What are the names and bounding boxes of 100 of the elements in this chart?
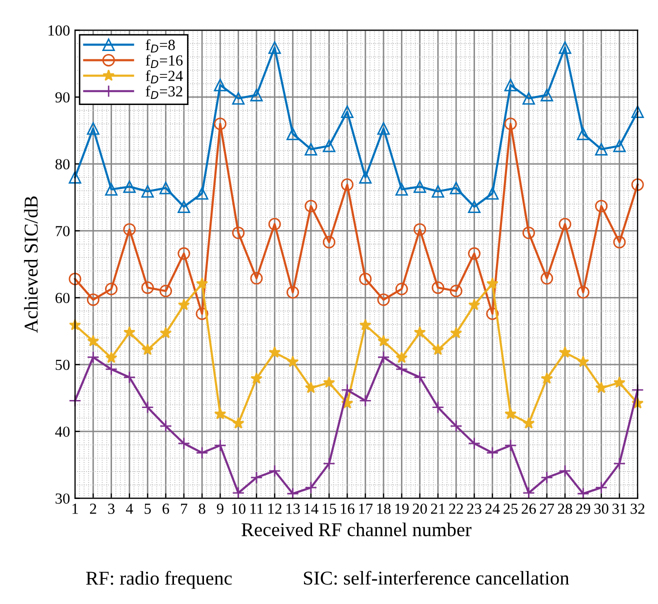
point (268, 218, 281, 230)
point (486, 446, 499, 460)
point (432, 185, 444, 198)
point (559, 346, 571, 358)
point (214, 78, 226, 92)
point (323, 376, 336, 388)
point (86, 350, 100, 364)
point (160, 284, 172, 298)
x-tick-label: 23 (467, 504, 482, 514)
point (577, 356, 590, 368)
point (322, 140, 336, 152)
x-tick-label: 8 (198, 504, 206, 514)
x-tick-label: 2 (90, 504, 96, 514)
point (359, 171, 372, 184)
point (595, 382, 608, 394)
point (468, 298, 480, 310)
x-tick-label: 3 (108, 504, 115, 514)
point (178, 200, 190, 213)
point (178, 247, 190, 260)
x-axis-title: Received RF channel number (242, 522, 472, 536)
point (395, 362, 408, 376)
point (613, 376, 626, 388)
point (123, 326, 136, 338)
point (286, 356, 299, 368)
point (268, 346, 281, 358)
point (486, 277, 498, 289)
x-tick-label: 16 (340, 504, 354, 514)
x-tick-label: 32 (630, 504, 644, 514)
x-tick-label: 22 (449, 504, 463, 514)
point (468, 247, 481, 260)
point (304, 382, 317, 394)
point (377, 350, 390, 364)
point (631, 106, 644, 118)
point (304, 142, 318, 156)
x-tick-label: 18 (377, 504, 391, 514)
point (340, 384, 354, 396)
point (68, 272, 82, 286)
point (414, 326, 426, 338)
point (631, 178, 644, 191)
point (268, 464, 281, 478)
point (395, 282, 408, 296)
point (123, 371, 136, 384)
y-tick-label: 50 (56, 360, 70, 370)
point (214, 118, 226, 130)
point (68, 171, 82, 184)
point (141, 401, 154, 414)
point (105, 352, 118, 364)
point (196, 446, 208, 460)
point (359, 318, 372, 330)
point (377, 122, 390, 135)
y-tick-label: 70 (56, 226, 70, 236)
x-tick-label: 24 (485, 504, 500, 514)
point (450, 182, 462, 194)
point (432, 344, 444, 356)
y-axis-title: Achieved SIC/dB (24, 196, 38, 333)
point (450, 326, 462, 338)
point (340, 178, 354, 191)
point (450, 420, 462, 432)
point (160, 326, 172, 338)
x-tick-label: 25 (504, 504, 518, 514)
point (250, 471, 263, 484)
point (250, 272, 263, 285)
point (540, 372, 553, 384)
point (613, 236, 626, 248)
x-tick-label: 15 (322, 504, 336, 514)
x-tick-label: 7 (181, 504, 188, 514)
point (322, 236, 336, 248)
y-tick-label: 100 (48, 25, 70, 36)
point (396, 352, 408, 364)
point (558, 218, 572, 230)
point (196, 307, 208, 320)
point (141, 185, 154, 198)
x-tick-label: 30 (594, 504, 608, 514)
x-tick-label: 17 (359, 504, 373, 514)
x-tick-label: 13 (286, 504, 300, 514)
point (395, 183, 408, 196)
point (540, 88, 554, 102)
point (540, 471, 554, 484)
x-tick-label: 19 (395, 504, 409, 514)
x-tick-label: 4 (126, 504, 134, 514)
point (432, 401, 444, 414)
point (178, 298, 190, 310)
point (359, 272, 372, 286)
point (613, 457, 626, 470)
y-tick-label: 90 (55, 92, 70, 103)
point (468, 200, 481, 213)
point (613, 140, 626, 152)
point (286, 487, 300, 500)
point (576, 487, 590, 500)
point (522, 417, 535, 429)
point (359, 394, 372, 407)
point (123, 180, 136, 193)
point (286, 286, 300, 299)
point (504, 118, 517, 130)
x-tick-label: 29 (576, 504, 590, 514)
point (414, 223, 426, 236)
point (540, 272, 554, 285)
x-tick-label: 27 (540, 504, 554, 514)
point (414, 371, 426, 384)
y-tick-label: 60 (56, 292, 70, 304)
